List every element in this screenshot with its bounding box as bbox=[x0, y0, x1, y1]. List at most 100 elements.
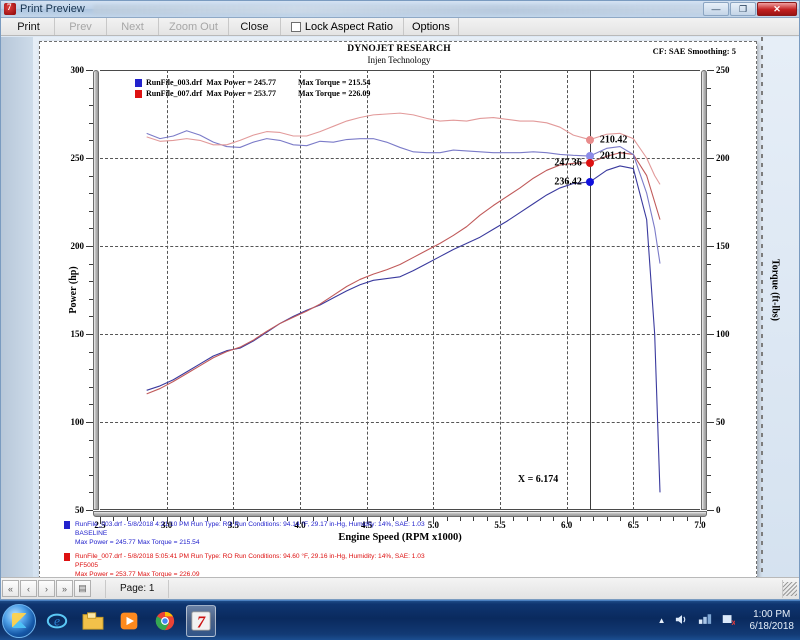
x-tick-minor bbox=[473, 517, 475, 521]
checkbox-box[interactable] bbox=[290, 21, 301, 32]
x-tick-minor bbox=[686, 517, 688, 521]
options-button[interactable]: Options bbox=[404, 18, 459, 35]
clock-date: 6/18/2018 bbox=[749, 620, 795, 632]
internet-explorer-icon[interactable]: e bbox=[42, 605, 72, 637]
y-tick-left-minor bbox=[89, 369, 93, 371]
gridline-vertical bbox=[233, 70, 235, 510]
gridline-vertical bbox=[366, 70, 368, 510]
x-tick-minor bbox=[220, 517, 221, 521]
resize-grip[interactable] bbox=[783, 581, 797, 596]
bottom-axis-rail bbox=[93, 511, 707, 517]
network-icon[interactable] bbox=[698, 613, 712, 629]
y-tick-right-minor bbox=[707, 105, 711, 107]
series-line bbox=[147, 153, 660, 394]
legend-maxtorque-run003: Max Torque = 215.54 bbox=[297, 78, 371, 87]
y-tick-right-minor bbox=[707, 140, 711, 142]
plot-frame-bottom bbox=[100, 509, 700, 510]
y-tick-right-minor bbox=[707, 404, 711, 406]
x-tick-minor bbox=[646, 517, 648, 521]
data-point-marker bbox=[585, 135, 594, 144]
preview-left-margin bbox=[1, 37, 33, 577]
window-controls: — ❐ ✕ bbox=[703, 2, 797, 16]
x-tick-minor bbox=[126, 517, 128, 521]
data-point-marker bbox=[585, 158, 594, 167]
x-tick-minor bbox=[526, 517, 528, 521]
page-indicator: Page: 1 bbox=[105, 579, 170, 598]
x-tick-minor bbox=[340, 517, 341, 521]
zoom-out-button[interactable]: Zoom Out bbox=[159, 18, 229, 35]
y-tick-label-left: 100 bbox=[70, 417, 85, 427]
minimize-button[interactable]: — bbox=[703, 2, 729, 16]
y-tick-right-minor bbox=[707, 474, 711, 476]
svg-text:x: x bbox=[731, 617, 735, 625]
legend-maxpower-run007: Max Power = 253.77 bbox=[206, 89, 276, 98]
y-tick-left bbox=[86, 334, 93, 335]
y-tick-right bbox=[707, 510, 714, 511]
prev-page-button[interactable]: Prev bbox=[55, 18, 107, 35]
y-tick-left-minor bbox=[89, 210, 93, 212]
y-tick-right-minor bbox=[707, 263, 711, 265]
preview-canvas[interactable]: DYNOJET RESEARCH Injen Technology CF: SA… bbox=[1, 37, 799, 577]
gridline-vertical bbox=[300, 70, 301, 510]
y-tick-right-minor bbox=[707, 122, 711, 124]
run-info-footer: RunFile_003.drf - 5/8/2018 4:21:10 PM Ru… bbox=[64, 520, 724, 577]
x-tick-minor bbox=[553, 517, 555, 521]
gridline-horizontal bbox=[100, 158, 700, 159]
y-tick-label-right: 100 bbox=[716, 329, 730, 339]
maximize-button[interactable]: ❐ bbox=[730, 2, 756, 16]
x-tick-minor bbox=[206, 517, 208, 521]
y-tick-right-minor bbox=[707, 316, 711, 318]
close-preview-button[interactable]: Close bbox=[229, 18, 281, 35]
x-tick-label: 4.5 bbox=[361, 520, 373, 530]
y-tick-right-minor bbox=[707, 457, 711, 459]
x-tick bbox=[100, 517, 101, 524]
page-setup-icon[interactable]: ▤ bbox=[74, 580, 91, 597]
legend-label-run003: RunFile_003.drf bbox=[146, 78, 203, 87]
x-tick-minor bbox=[620, 517, 621, 521]
x-tick-minor bbox=[273, 517, 275, 521]
y-tick-left-minor bbox=[89, 316, 93, 318]
x-tick-minor bbox=[460, 517, 461, 521]
next-page-button[interactable]: › bbox=[38, 580, 55, 597]
close-window-button[interactable]: ✕ bbox=[757, 2, 797, 16]
curve-layer bbox=[100, 70, 700, 510]
gridline-vertical bbox=[500, 70, 501, 510]
action-center-icon[interactable]: x bbox=[721, 613, 736, 629]
x-tick-minor bbox=[246, 517, 248, 521]
gridline-vertical bbox=[433, 70, 435, 510]
windows-explorer-icon[interactable] bbox=[78, 605, 108, 637]
x-tick-label: 3.5 bbox=[227, 520, 239, 530]
preview-toolbar: Print Prev Next Zoom Out Close Lock Aspe… bbox=[1, 18, 799, 36]
y-tick-left bbox=[86, 158, 93, 159]
legend-maxpower-run003: Max Power = 245.77 bbox=[206, 78, 276, 87]
lock-aspect-ratio-checkbox[interactable]: Lock Aspect Ratio bbox=[281, 18, 404, 35]
y-tick-left-minor bbox=[89, 140, 93, 142]
gridline-horizontal bbox=[100, 422, 700, 423]
y-tick-left-minor bbox=[89, 193, 93, 195]
clock[interactable]: 1:00 PM 6/18/2018 bbox=[744, 609, 795, 633]
first-page-button[interactable]: « bbox=[2, 580, 19, 597]
run-info-line1: RunFile_007.drf - 5/8/2018 5:05:41 PM Ru… bbox=[75, 553, 425, 560]
y-tick-left-minor bbox=[89, 439, 93, 441]
print-button[interactable]: Print bbox=[3, 18, 55, 35]
next-page-button[interactable]: Next bbox=[107, 18, 159, 35]
plot-frame-top bbox=[100, 70, 700, 71]
volume-icon[interactable] bbox=[675, 613, 689, 629]
start-button[interactable] bbox=[2, 603, 36, 638]
y-tick-label-right: 0 bbox=[716, 505, 721, 515]
chrome-icon[interactable] bbox=[150, 605, 180, 637]
media-player-icon[interactable] bbox=[114, 605, 144, 637]
x-tick-minor bbox=[700, 517, 701, 521]
dynojet-taskbar-icon[interactable]: 7 bbox=[186, 604, 216, 637]
data-point-marker bbox=[585, 152, 594, 161]
gridline-horizontal bbox=[100, 246, 700, 247]
cursor-line[interactable] bbox=[589, 70, 591, 510]
y-tick-right-minor bbox=[707, 210, 711, 212]
series-line bbox=[147, 113, 660, 184]
y-tick-left-minor bbox=[89, 228, 93, 230]
y-tick-right-minor bbox=[707, 439, 711, 441]
previous-page-button[interactable]: ‹ bbox=[20, 580, 37, 597]
show-hidden-icons-icon[interactable]: ▲ bbox=[657, 616, 666, 625]
last-page-button[interactable]: » bbox=[56, 580, 73, 597]
gridline-vertical bbox=[166, 70, 168, 510]
